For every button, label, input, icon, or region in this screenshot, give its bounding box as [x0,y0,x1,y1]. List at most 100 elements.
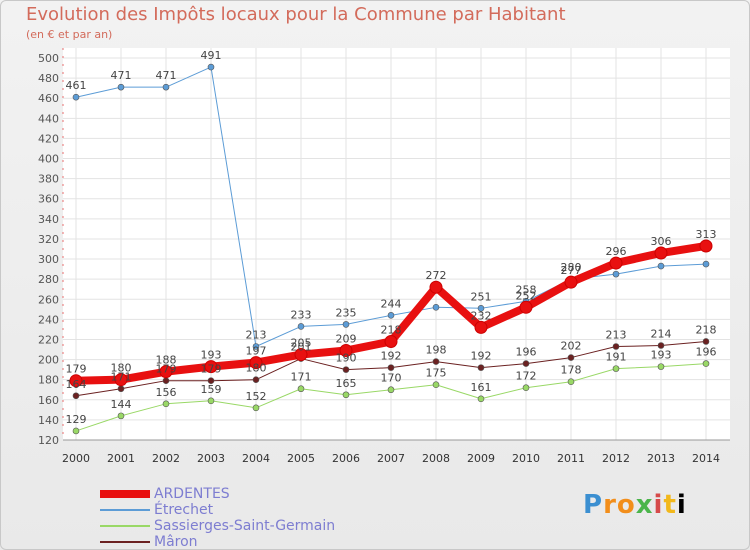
logo-letter: i [653,490,664,520]
x-tick-label: 2014 [692,452,720,465]
data-label: 156 [156,386,177,399]
y-tick-label: 320 [38,233,59,246]
data-point--trechet [702,260,710,268]
data-point-sassierges-saint-germain [342,391,350,399]
y-tick-label: 460 [38,92,59,105]
data-label: 170 [381,372,402,385]
x-tick-label: 2009 [467,452,495,465]
data-label: 171 [291,371,312,384]
data-label: 232 [471,309,492,322]
data-point-ardentes [114,373,128,387]
data-label: 197 [246,345,267,358]
data-point--trechet [72,93,80,101]
data-label: 188 [156,354,177,367]
legend-label: Mâron [154,534,198,550]
data-point-m-ron [207,377,215,384]
y-tick-label: 280 [38,273,59,286]
data-label: 179 [201,363,222,376]
legend-label: Étrechet [154,502,214,518]
data-label: 471 [111,69,132,82]
y-tick-label: 120 [38,434,59,447]
data-label: 471 [156,69,177,82]
data-label: 209 [336,333,357,346]
data-label: 252 [516,289,537,302]
data-label: 178 [561,364,582,377]
legend-swatch [100,509,150,511]
x-tick-label: 2007 [377,452,405,465]
legend-swatch [100,490,150,498]
legend-label: Sassierges-Saint-Germain [154,518,336,534]
data-point-m-ron [117,385,125,393]
legend-swatch [100,525,150,527]
data-point-ardentes [609,256,623,270]
data-point--trechet [252,343,260,350]
data-point-ardentes [294,348,308,362]
data-point-m-ron [162,377,170,384]
y-tick-label: 440 [38,112,59,125]
data-label: 258 [516,283,537,296]
x-tick-label: 2004 [242,452,270,465]
data-point-sassierges-saint-germain [207,397,215,405]
x-tick-label: 2006 [332,452,360,465]
data-point--trechet [477,305,485,312]
legend-label: ARDENTES [154,486,230,502]
data-label: 175 [426,367,447,380]
data-point--trechet [387,312,395,319]
data-label: 233 [291,308,312,321]
y-tick-label: 180 [38,374,59,387]
data-label: 213 [606,329,627,342]
data-point-m-ron [72,392,80,400]
data-point-ardentes [204,360,218,374]
data-label: 213 [246,329,267,342]
y-tick-label: 340 [38,213,59,226]
data-label: 179 [66,363,87,376]
logo-letter: i [676,490,687,520]
data-point-sassierges-saint-germain [117,412,125,420]
data-label: 196 [516,346,537,359]
data-point--trechet [162,83,170,91]
data-point--trechet [612,270,620,278]
data-label: 193 [201,349,222,362]
data-label: 193 [651,349,672,362]
data-label: 192 [381,350,402,363]
y-tick-label: 140 [38,414,59,427]
data-point--trechet [432,304,440,311]
y-tick-label: 220 [38,333,59,346]
x-tick-label: 2001 [107,452,135,465]
data-label: 159 [201,383,222,396]
data-point--trechet [342,321,350,328]
data-point-sassierges-saint-germain [252,404,260,412]
data-label: 306 [651,235,672,248]
data-point-ardentes [519,300,533,314]
y-tick-label: 360 [38,193,59,206]
data-label: 202 [561,340,582,353]
legend-swatch [100,541,150,543]
data-point-m-ron [252,376,260,383]
data-label: 171 [111,371,132,384]
proxiti-logo: Proxiti [583,490,687,520]
x-tick-label: 2010 [512,452,540,465]
data-point-m-ron [702,338,710,345]
x-tick-label: 2012 [602,452,630,465]
data-label: 144 [111,398,132,411]
data-point-m-ron [612,343,620,350]
data-label: 165 [336,377,357,390]
data-point-m-ron [387,364,395,371]
data-label: 190 [336,352,357,365]
data-label: 192 [471,350,492,363]
data-point-ardentes [429,280,443,294]
data-point-sassierges-saint-germain [477,395,485,403]
data-point-ardentes [699,239,713,253]
data-point-m-ron [657,342,665,349]
x-tick-label: 2003 [197,452,225,465]
logo-letter: r [603,490,617,520]
x-tick-label: 2005 [287,452,315,465]
data-point-sassierges-saint-germain [657,363,665,370]
data-point-m-ron [342,366,350,373]
logo-letter: x [635,490,654,520]
y-tick-label: 200 [38,354,59,367]
chart-subtitle: (en € et par an) [26,28,113,41]
data-point-m-ron [432,358,440,365]
data-point-sassierges-saint-germain [567,378,575,385]
y-tick-label: 240 [38,313,59,326]
